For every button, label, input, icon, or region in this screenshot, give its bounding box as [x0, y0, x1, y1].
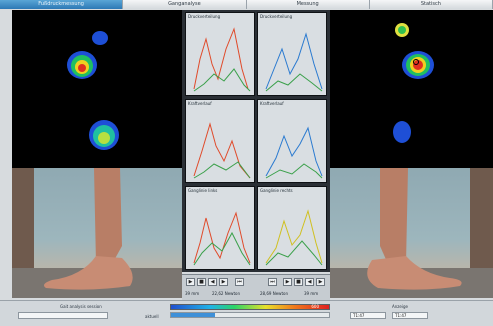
- readout-right-distance: 39 mm: [304, 291, 319, 296]
- line-plot: [193, 211, 251, 266]
- graph-pressure-left[interactable]: Druckverteilung: [185, 12, 255, 96]
- skip-start-button[interactable]: ⏮: [235, 278, 244, 286]
- tab-measurement[interactable]: Messung: [246, 0, 370, 9]
- graph-force-left[interactable]: Kraftverlauf: [185, 99, 255, 183]
- line-plot: [193, 27, 251, 92]
- tab-gait[interactable]: Ganganalyse: [123, 0, 247, 9]
- graph-title: Kraftverlauf: [188, 101, 212, 106]
- assessment-label: aktuell: [145, 314, 159, 319]
- graph-title: Druckverteilung: [260, 14, 293, 19]
- step-forward-right-button[interactable]: ▶: [316, 278, 325, 286]
- tab-pressure[interactable]: Fußdruckmessung: [0, 0, 124, 9]
- graph-gait-right[interactable]: Ganglinie rechts: [257, 186, 327, 270]
- line-plot: [265, 209, 323, 266]
- time-field-left[interactable]: T1:47: [350, 312, 386, 319]
- pressure-map-left: [12, 10, 182, 168]
- step-forward-button[interactable]: ▶: [219, 278, 228, 286]
- time-field-right[interactable]: T1:47: [392, 312, 428, 319]
- playback-controls: ▶ ■ ◀ ▶ ⏮ ⏭ ▶ ■ ◀ ▶ 39 mm 22,62 Newton 2…: [182, 274, 330, 301]
- step-back-right-button[interactable]: ◀: [305, 278, 314, 286]
- session-field[interactable]: [18, 312, 108, 319]
- tab-static[interactable]: Statisch: [369, 0, 493, 9]
- play-right-button[interactable]: ▶: [283, 278, 292, 286]
- analysis-graphs-panel: Druckverteilung Druckverteilung Kraftver…: [182, 10, 330, 272]
- tab-bar: Fußdruckmessung Ganganalyse Messung Stat…: [0, 0, 493, 9]
- skip-end-button[interactable]: ⏭: [268, 278, 277, 286]
- stop-button[interactable]: ■: [197, 278, 206, 286]
- line-plot: [265, 126, 323, 179]
- session-label: Gait analysis session: [60, 304, 102, 309]
- graph-title: Ganglinie links: [188, 188, 218, 193]
- pressure-heatmap-left: [67, 31, 119, 150]
- step-back-button[interactable]: ◀: [208, 278, 217, 286]
- readout-left-force: 22,62 Newton: [212, 291, 240, 296]
- stop-right-button[interactable]: ■: [294, 278, 303, 286]
- foot-video-right: [330, 168, 493, 298]
- graph-title: Ganglinie rechts: [260, 188, 293, 193]
- video-feed-left: [12, 168, 182, 298]
- video-feed-right: [330, 168, 493, 298]
- pressure-map-right: [330, 10, 493, 168]
- graph-title: Druckverteilung: [188, 14, 221, 19]
- progress-bar[interactable]: [170, 312, 330, 318]
- pressure-color-scale: 600: [170, 304, 330, 310]
- play-button[interactable]: ▶: [186, 278, 195, 286]
- graph-pressure-right[interactable]: Druckverteilung: [257, 12, 327, 96]
- scale-max-label: 600: [311, 304, 319, 309]
- pressure-heatmap-right: [393, 23, 434, 143]
- foot-video-left: [12, 168, 182, 298]
- graph-force-right[interactable]: Kraftverlauf: [257, 99, 327, 183]
- readout-right-force: 28,69 Newton: [260, 291, 288, 296]
- graph-title: Kraftverlauf: [260, 101, 284, 106]
- readout-left-distance: 39 mm: [185, 291, 200, 296]
- graph-gait-left[interactable]: Ganglinie links: [185, 186, 255, 270]
- display-label: Anzeige: [392, 304, 408, 309]
- progress-fill: [171, 313, 216, 317]
- line-plot: [193, 122, 251, 179]
- line-plot: [265, 32, 323, 92]
